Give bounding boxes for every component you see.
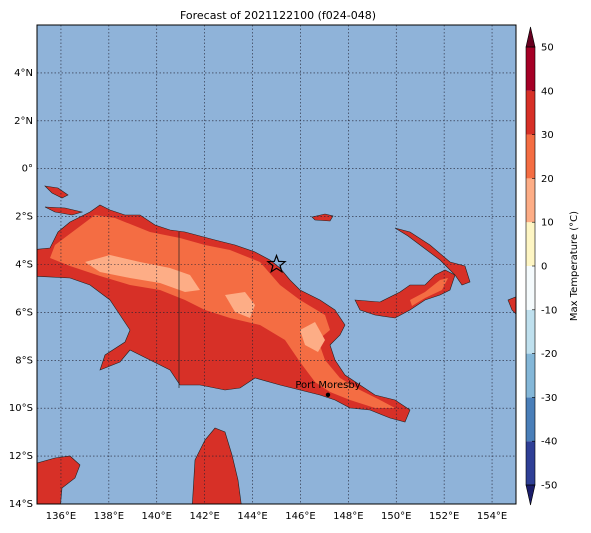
island bbox=[44, 206, 84, 216]
colorbar-tick-label: 20 bbox=[541, 174, 554, 185]
title: Forecast of 2021122100 (f024-048) bbox=[180, 9, 376, 22]
colorbar-band bbox=[526, 134, 535, 179]
island bbox=[507, 296, 516, 315]
contour-region bbox=[85, 255, 200, 292]
x-tick-label: 144°E bbox=[237, 511, 267, 522]
city-marker bbox=[325, 392, 331, 397]
x-tick-label: 150°E bbox=[381, 511, 411, 522]
y-tick-label: 2°N bbox=[14, 116, 33, 127]
colorbar-band bbox=[526, 266, 535, 310]
new-britain bbox=[354, 269, 456, 319]
colorbar: -50 -40 -30 -20 -10 0 10 20 30 40 50 bbox=[525, 26, 557, 506]
colorbar-tick-label: -30 bbox=[541, 393, 557, 404]
x-tick-label: 154°E bbox=[477, 511, 507, 522]
colorbar-tick-label: 30 bbox=[541, 130, 554, 141]
y-tick-label: 2°S bbox=[15, 212, 33, 223]
y-tick-label: 6°S bbox=[15, 307, 33, 318]
colorbar-band bbox=[526, 178, 535, 223]
contour-region bbox=[225, 292, 255, 318]
x-tick-label: 140°E bbox=[142, 511, 172, 522]
colorbar-tick-label: -50 bbox=[541, 481, 557, 492]
x-tick-label: 152°E bbox=[429, 511, 459, 522]
star-marker bbox=[266, 253, 287, 274]
manus bbox=[311, 213, 334, 222]
x-tick-label: 146°E bbox=[285, 511, 315, 522]
map-frame bbox=[36, 24, 517, 505]
contour-region bbox=[410, 278, 448, 306]
arnhem bbox=[37, 455, 81, 504]
y-tick-label: 14°S bbox=[9, 499, 33, 510]
colorbar-extend-high bbox=[525, 26, 536, 48]
colorbar-band bbox=[526, 441, 535, 485]
colorbar-tick-label: 10 bbox=[541, 218, 554, 229]
contour-region bbox=[300, 322, 325, 352]
y-tick-label: 12°S bbox=[9, 451, 33, 462]
colorbar-band bbox=[526, 397, 535, 442]
y-tick-label: 4°S bbox=[15, 260, 33, 271]
x-tick-label: 148°E bbox=[333, 511, 363, 522]
colorbar-band bbox=[526, 47, 535, 91]
x-tick-label: 136°E bbox=[46, 511, 76, 522]
y-tick-label: 4°N bbox=[14, 68, 33, 79]
y-tick-label: 8°S bbox=[15, 355, 33, 366]
markers: Port Moresby bbox=[266, 253, 361, 397]
city-label: Port Moresby bbox=[295, 380, 360, 391]
colorbar-tick-label: 0 bbox=[541, 262, 547, 273]
colorbar-band bbox=[526, 90, 535, 135]
y-tick-label: 0° bbox=[22, 164, 33, 175]
colorbar-tick-label: -10 bbox=[541, 305, 557, 316]
colorbar-tick-label: 50 bbox=[541, 43, 554, 54]
colorbar-band bbox=[526, 222, 535, 266]
colorbar-band bbox=[526, 353, 535, 398]
colorbar-extend-low bbox=[525, 484, 536, 506]
island bbox=[44, 185, 69, 199]
x-tick-label: 142°E bbox=[189, 511, 219, 522]
colorbar-tick-label: 40 bbox=[541, 86, 554, 97]
colorbar-tick-label: -40 bbox=[541, 437, 557, 448]
colorbar-label: Max Temperature (°C) bbox=[569, 211, 580, 321]
colorbar-band bbox=[526, 309, 535, 354]
land-layer bbox=[37, 185, 516, 504]
new-ireland bbox=[394, 227, 471, 286]
x-tick-label: 138°E bbox=[94, 511, 124, 522]
y-tick-label: 10°S bbox=[9, 403, 33, 414]
colorbar-tick-label: -20 bbox=[541, 349, 557, 360]
